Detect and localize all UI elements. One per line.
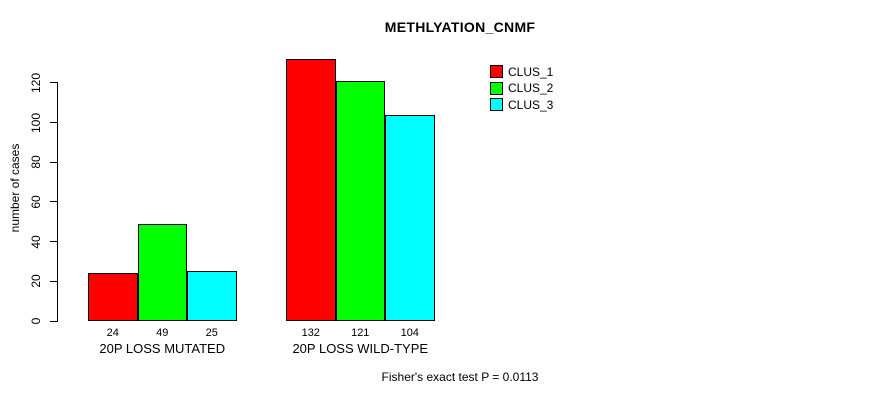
y-tick-label: 60 [29, 195, 43, 209]
bar-value-label: 25 [205, 327, 218, 339]
bar-clus_1-group2 [286, 59, 336, 321]
bar-value-label: 104 [400, 327, 419, 339]
y-tick [50, 161, 58, 163]
y-axis-title: number of cases [8, 143, 22, 233]
bar-clus_2-group2 [335, 80, 385, 321]
y-tick [50, 82, 58, 84]
category-label: 20P LOSS MUTATED [99, 341, 226, 356]
y-tick-label: 0 [29, 317, 43, 325]
bar-clus_2-group1 [137, 223, 187, 321]
chart-title: METHLYATION_CNMF [384, 19, 536, 35]
y-tick [50, 241, 58, 243]
bar-clus_3-group1 [187, 271, 237, 321]
y-tick-label: 120 [29, 72, 43, 93]
y-tick-label: 80 [29, 155, 43, 169]
y-tick-label: 20 [29, 274, 43, 288]
bar-value-label: 24 [106, 327, 119, 339]
legend-label-clus_3: CLUS_3 [508, 97, 554, 112]
legend-swatch-clus_2 [490, 81, 503, 95]
y-tick-label: 40 [29, 234, 43, 249]
bar-clus_3-group2 [385, 114, 435, 321]
bar-value-label: 49 [156, 327, 169, 339]
bar-value-label: 132 [301, 327, 320, 339]
legend-label-clus_2: CLUS_2 [508, 81, 554, 95]
y-tick [50, 280, 58, 282]
bar-value-label: 121 [351, 327, 370, 339]
legend-swatch-clus_3 [490, 98, 503, 111]
y-tick [50, 122, 58, 123]
y-tick-label: 100 [29, 112, 43, 133]
y-tick [50, 201, 58, 203]
stat-annotation: Fisher's exact test P = 0.0113 [381, 370, 539, 384]
y-tick [50, 320, 58, 322]
category-label: 20P LOSS WILD-TYPE [292, 341, 429, 356]
bar-clus_1-group1 [88, 273, 138, 321]
legend-label-clus_1: CLUS_1 [508, 64, 554, 79]
legend-swatch-clus_1 [490, 65, 503, 78]
